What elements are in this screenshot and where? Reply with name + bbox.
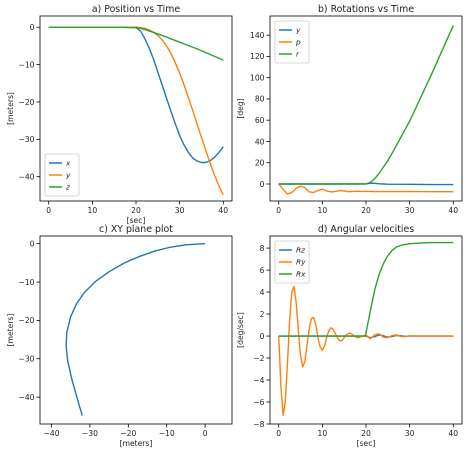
panel-xy: −40 −30 −20 −10 0 0 −10 −20 −30 −40 c) XY plane pl… — [6, 224, 233, 448]
y-tick-label: −40 — [18, 393, 34, 402]
y-tick-label: 0 — [260, 180, 265, 189]
y-axis-label: [meters] — [6, 314, 15, 347]
y-tick-label: −30 — [18, 355, 34, 364]
y-tick-label: 8 — [260, 244, 265, 253]
legend-entry-x: x — [65, 159, 71, 168]
y-tick-label: −2 — [253, 354, 264, 363]
x-tick-label: 20 — [131, 206, 141, 215]
y-tick-label: 120 — [250, 52, 265, 61]
y-axis-label: [meters] — [6, 92, 15, 125]
series-line-x-position — [48, 26, 224, 164]
x-tick-label: 10 — [88, 206, 98, 215]
series-line-r-rotations — [278, 25, 454, 185]
legend: ypr — [274, 20, 310, 64]
legend-entry-p: p — [295, 38, 301, 47]
y-tick-label: −10 — [18, 60, 34, 69]
x-tick-label: 30 — [405, 206, 415, 215]
panel-rotations: 0 10 20 30 40 0 20 40 60 80 100 120 140 b) Rotations … — [236, 4, 463, 215]
x-tick-label: −10 — [159, 429, 175, 438]
x-tick-label: 30 — [405, 429, 415, 438]
x-tick-label: −30 — [82, 429, 98, 438]
legend-entry-y: y — [65, 171, 71, 180]
y-tick-label: −4 — [253, 376, 264, 385]
y-tick-label: 100 — [250, 73, 265, 82]
series-line-p-rotations — [278, 183, 454, 195]
x-tick-label: 0 — [46, 206, 51, 215]
y-tick-label: −8 — [253, 420, 264, 429]
chart-title: a) Position vs Time — [92, 4, 180, 15]
y-tick-label: 20 — [255, 159, 265, 168]
legend-entry-ry: Ry — [296, 258, 306, 267]
x-tick-label: 20 — [361, 206, 371, 215]
chart-title: d) Angular velocities — [318, 224, 414, 235]
legend-entry-y: y — [295, 26, 301, 35]
y-tick-label: −20 — [18, 316, 34, 325]
y-tick-label: 0 — [30, 23, 35, 32]
y-axis-label: [deg] — [236, 98, 245, 118]
x-tick-label: 40 — [448, 429, 458, 438]
legend: xyz — [44, 153, 80, 197]
x-tick-label: 40 — [448, 206, 458, 215]
y-tick-label: −10 — [18, 278, 34, 287]
x-tick-label: 10 — [318, 429, 328, 438]
y-tick-label: 80 — [255, 95, 265, 104]
chart-title: b) Rotations vs Time — [318, 4, 414, 15]
series-line-ry-angular — [278, 285, 454, 416]
y-axis-label: [deg/sec] — [236, 312, 245, 348]
x-tick-label: 0 — [276, 206, 281, 215]
x-axis-label: [sec] — [127, 216, 146, 225]
legend-entry-rx: Rx — [296, 270, 306, 279]
y-tick-label: −30 — [18, 135, 34, 144]
x-axis-label: [meters] — [120, 439, 153, 448]
x-axis-label: [sec] — [357, 439, 376, 448]
x-tick-label: 30 — [175, 206, 185, 215]
legend-entry-r: r — [296, 50, 300, 59]
y-tick-label: 40 — [255, 137, 265, 146]
y-tick-label: 140 — [250, 31, 265, 40]
y-tick-label: 0 — [30, 239, 35, 248]
legend-entry-rz: Rz — [296, 246, 306, 255]
y-tick-label: 6 — [260, 266, 265, 275]
x-tick-label: −40 — [44, 429, 60, 438]
series-line-path-xy — [65, 242, 206, 416]
plot-frame — [39, 235, 233, 425]
legend: Rz Ry Rx — [274, 240, 310, 284]
series-line-z-position — [48, 26, 224, 61]
panel-position: 0 10 20 30 40 0 −10 −20 −30 −40 a) Position vs Tim… — [6, 4, 233, 225]
series-line-rx-angular — [278, 241, 454, 337]
y-tick-label: 4 — [260, 288, 265, 297]
chart-title: c) XY plane plot — [99, 224, 173, 235]
x-tick-label: 0 — [203, 429, 208, 438]
x-tick-label: −20 — [120, 429, 136, 438]
x-tick-label: 10 — [318, 206, 328, 215]
x-tick-label: 40 — [218, 206, 228, 215]
legend-entry-z: z — [65, 183, 71, 192]
y-tick-label: −20 — [18, 98, 34, 107]
y-tick-label: −40 — [18, 173, 34, 182]
y-tick-label: 0 — [260, 332, 265, 341]
y-tick-label: 60 — [255, 116, 265, 125]
y-tick-label: 2 — [260, 310, 265, 319]
y-tick-label: −6 — [253, 398, 264, 407]
x-tick-label: 20 — [361, 429, 371, 438]
x-tick-label: 0 — [276, 429, 281, 438]
